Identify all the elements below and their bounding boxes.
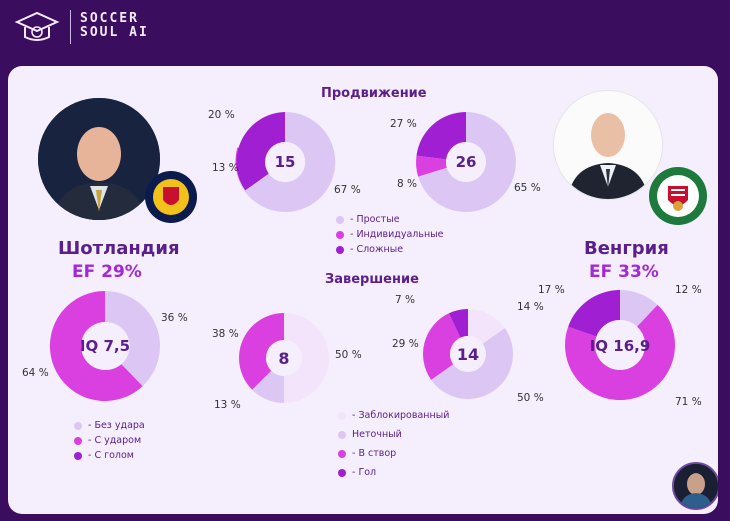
ef-chart-left: IQ 7,5 bbox=[50, 291, 160, 401]
avatar[interactable] bbox=[672, 462, 718, 510]
ef-right-center: IQ 16,9 bbox=[590, 337, 651, 355]
ef-right-pct-a: 17 % bbox=[538, 284, 565, 296]
legend-item: - С ударом bbox=[74, 433, 145, 448]
legend-item: - В створ bbox=[338, 444, 449, 463]
legend-item: Неточный bbox=[338, 425, 449, 444]
finish-left-center: 8 bbox=[278, 349, 289, 368]
legend-label: - С голом bbox=[88, 450, 134, 461]
fin-left-pct-b: 50 % bbox=[335, 349, 362, 361]
team-name-right: Венгрия bbox=[584, 238, 669, 259]
ef-left-center: IQ 7,5 bbox=[80, 337, 130, 355]
slice-complex bbox=[236, 112, 285, 191]
legend-item: - С голом bbox=[74, 448, 145, 463]
logo-divider bbox=[70, 10, 71, 44]
stats-card: Шотландия EF 29% Венгрия EF 33% Продвиже… bbox=[8, 66, 718, 514]
legend-ef: - Без удара - С ударом - С голом bbox=[74, 418, 145, 463]
progress-chart-left: 15 bbox=[235, 111, 336, 212]
finish-chart-left: 8 bbox=[239, 313, 329, 403]
finish-chart-right: 14 bbox=[423, 309, 514, 400]
fin-right-pct-c: 29 % bbox=[392, 338, 419, 350]
fin-left-pct-c: 13 % bbox=[214, 399, 241, 411]
dot-icon bbox=[336, 215, 344, 224]
ef-chart-right: IQ 16,9 bbox=[565, 290, 675, 400]
section-progress-title: Продвижение bbox=[321, 86, 427, 101]
slice-individual bbox=[416, 155, 447, 177]
top-bar: SOCCER SOUL AI bbox=[0, 0, 730, 52]
legend-label: - Индивидуальные bbox=[350, 229, 444, 240]
scotland-crest bbox=[144, 170, 198, 224]
dot-icon bbox=[74, 451, 82, 460]
legend-label: - Без удара bbox=[88, 420, 145, 431]
dot-icon bbox=[338, 449, 346, 458]
hungary-crest bbox=[648, 166, 708, 226]
slice-without-shot bbox=[105, 291, 160, 387]
slice-complex bbox=[416, 112, 466, 160]
dot-icon bbox=[336, 230, 344, 239]
dot-icon bbox=[74, 436, 82, 445]
legend-progress: - Простые - Индивидуальные - Сложные bbox=[336, 212, 444, 257]
brand-name: SOCCER SOUL AI bbox=[80, 12, 149, 40]
prog-right-pct-c: 65 % bbox=[514, 182, 541, 194]
prog-left-pct-c: 67 % bbox=[334, 184, 361, 196]
fin-right-pct-b: 14 % bbox=[517, 301, 544, 313]
coach-photo-right bbox=[553, 90, 663, 200]
fin-right-pct-a: 7 % bbox=[395, 294, 415, 306]
legend-label: - С ударом bbox=[88, 435, 142, 446]
legend-item: - Без удара bbox=[74, 418, 145, 433]
prog-right-pct-a: 27 % bbox=[390, 118, 417, 130]
ef-right-pct-b: 12 % bbox=[675, 284, 702, 296]
legend-label: - Сложные bbox=[350, 244, 404, 255]
slice-with-shot bbox=[50, 291, 143, 401]
legend-label: - Заблокированный bbox=[352, 410, 450, 421]
section-finish-title: Завершение bbox=[325, 272, 419, 287]
slice-goal bbox=[448, 309, 468, 338]
slice-on-target bbox=[423, 313, 461, 380]
team-name-left: Шотландия bbox=[58, 238, 180, 259]
ef-left: EF 29% bbox=[72, 262, 142, 282]
slice-inaccurate bbox=[252, 370, 284, 403]
legend-item: - Простые bbox=[336, 212, 444, 227]
finish-right-center: 14 bbox=[457, 345, 479, 364]
dot-icon bbox=[338, 468, 346, 477]
coach-photo-left bbox=[38, 98, 160, 220]
legend-label: - Простые bbox=[350, 214, 400, 225]
slice-on-target bbox=[239, 313, 284, 390]
slice-blocked bbox=[284, 313, 329, 403]
brand-line-2: SOUL AI bbox=[80, 25, 149, 40]
slice-simple bbox=[235, 111, 336, 212]
dot-icon bbox=[338, 430, 346, 439]
slice-simple bbox=[418, 112, 516, 212]
legend-item: - Заблокированный bbox=[338, 406, 449, 425]
fin-right-pct-d: 50 % bbox=[517, 392, 544, 404]
legend-item: - Гол bbox=[338, 463, 449, 482]
slice-without-shot bbox=[620, 290, 658, 327]
progress-right-center: 26 bbox=[456, 153, 477, 171]
legend-finish: - Заблокированный Неточный - В створ - Г… bbox=[338, 406, 449, 482]
prog-left-pct-b: 13 % bbox=[212, 162, 239, 174]
dot-icon bbox=[336, 245, 344, 254]
slice-with-shot bbox=[565, 304, 675, 400]
prog-right-pct-b: 8 % bbox=[397, 178, 417, 190]
logo-icon bbox=[14, 11, 60, 41]
dot-icon bbox=[74, 421, 82, 430]
legend-label: - Гол bbox=[352, 467, 377, 478]
dot-icon bbox=[338, 411, 346, 420]
legend-item: - Сложные bbox=[336, 242, 444, 257]
legend-label: - В створ bbox=[352, 448, 397, 459]
slice-with-goal bbox=[568, 290, 620, 337]
legend-item: - Индивидуальные bbox=[336, 227, 444, 242]
fin-left-pct-a: 38 % bbox=[212, 328, 239, 340]
brand-line-1: SOCCER bbox=[80, 11, 139, 26]
ef-right: EF 33% bbox=[589, 262, 659, 282]
ef-left-pct-a: 36 % bbox=[161, 312, 188, 324]
prog-left-pct-a: 20 % bbox=[208, 109, 235, 121]
progress-left-center: 15 bbox=[275, 153, 296, 171]
legend-label: Неточный bbox=[352, 429, 402, 440]
slice-blocked bbox=[468, 309, 505, 344]
ef-right-pct-c: 71 % bbox=[675, 396, 702, 408]
ef-left-pct-b: 64 % bbox=[22, 367, 49, 379]
slice-inaccurate bbox=[431, 328, 514, 400]
progress-chart-right: 26 bbox=[416, 112, 516, 212]
